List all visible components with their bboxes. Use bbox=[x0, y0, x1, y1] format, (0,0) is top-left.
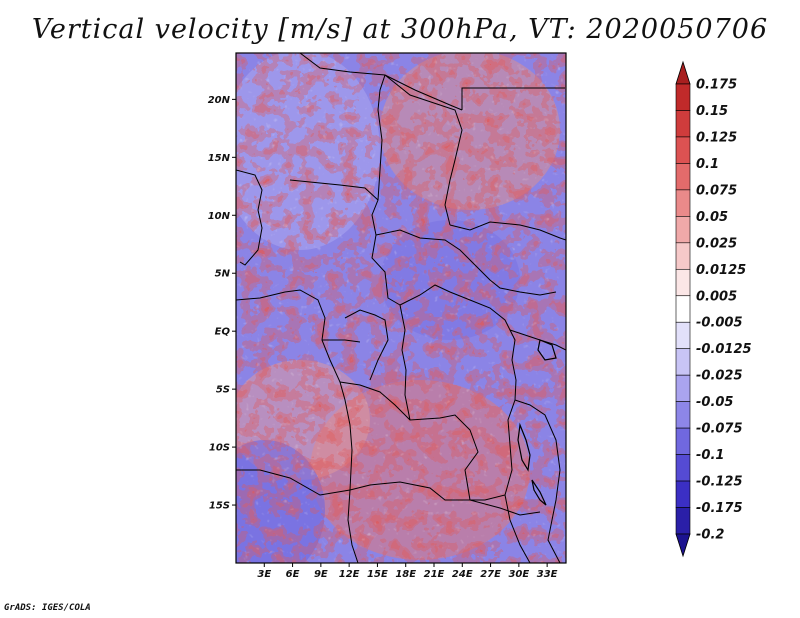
colorbar-segment bbox=[675, 189, 691, 217]
lat-tick-label: 10S bbox=[209, 443, 230, 454]
colorbar-segment bbox=[675, 401, 691, 429]
colorbar-label: 0.1 bbox=[696, 157, 719, 172]
lat-tick-label: 15S bbox=[209, 501, 230, 512]
velocity-field bbox=[236, 53, 566, 563]
colorbar-label: 0.175 bbox=[696, 78, 737, 93]
lon-tick-label: 9E bbox=[314, 569, 328, 580]
colorbar: 0.175 0.15 0.125 0.1 0.075 0.05 0.025 0.0125 0.0… bbox=[675, 60, 752, 558]
colorbar-label: 0.125 bbox=[696, 130, 737, 145]
lat-axis: 20N 15N 10N 5N EQ 5S 10S 15S bbox=[208, 95, 236, 512]
lon-tick-label: 30E bbox=[508, 569, 529, 580]
colorbar-segment bbox=[675, 321, 691, 350]
lat-tick-label: 5S bbox=[216, 385, 230, 396]
colorbar-label: 0.05 bbox=[696, 210, 728, 225]
colorbar-label: 0.025 bbox=[696, 236, 737, 251]
colorbar-label: -0.125 bbox=[696, 475, 743, 490]
colorbar-max-arrow bbox=[675, 60, 691, 85]
colorbar-label: -0.175 bbox=[696, 501, 743, 516]
colorbar-segment bbox=[675, 295, 691, 323]
lat-tick-label: 15N bbox=[208, 153, 231, 164]
lon-tick-label: 24E bbox=[452, 569, 473, 580]
map-frame bbox=[235, 52, 567, 564]
colorbar-segment bbox=[675, 216, 691, 244]
colorbar-min-arrow bbox=[675, 533, 691, 558]
colorbar-label: -0.025 bbox=[696, 369, 743, 384]
lon-tick-label: 6E bbox=[286, 569, 300, 580]
colorbar-segment bbox=[675, 136, 691, 164]
colorbar-label: 0.0125 bbox=[696, 263, 746, 278]
colorbar-label: -0.1 bbox=[696, 448, 724, 463]
colorbar-label: -0.05 bbox=[696, 395, 733, 410]
lat-tick-label: 20N bbox=[208, 95, 231, 106]
colorbar-segment bbox=[675, 454, 691, 482]
lon-tick-label: 27E bbox=[480, 569, 501, 580]
colorbar-segment bbox=[675, 83, 691, 111]
lon-tick-label: 33E bbox=[537, 569, 558, 580]
lakes bbox=[517, 339, 557, 506]
colorbar-label: 0.15 bbox=[696, 104, 728, 119]
lon-tick-label: 15E bbox=[367, 569, 388, 580]
colorbar-label: -0.2 bbox=[696, 528, 724, 543]
colorbar-segment bbox=[675, 110, 691, 138]
colorbar-label: -0.005 bbox=[696, 316, 743, 331]
colorbar-segment bbox=[675, 480, 691, 508]
lat-tick-label: 10N bbox=[208, 211, 231, 222]
country-borders bbox=[236, 53, 566, 563]
colorbar-label: 0.075 bbox=[696, 183, 737, 198]
colorbar-segment bbox=[675, 242, 691, 270]
lat-tick-label: 5N bbox=[215, 269, 231, 280]
grads-credit: GrADS: IGES/COLA bbox=[4, 603, 91, 613]
lon-tick-label: 18E bbox=[395, 569, 416, 580]
lat-tick-label: EQ bbox=[215, 327, 231, 338]
chart-title: Vertical velocity [m/s] at 300hPa, VT: 2… bbox=[31, 14, 769, 45]
colorbar-segment bbox=[675, 507, 691, 535]
colorbar-segment bbox=[675, 348, 691, 376]
colorbar-label: 0.005 bbox=[696, 289, 737, 304]
lon-tick-label: 3E bbox=[257, 569, 271, 580]
colorbar-segment bbox=[675, 374, 691, 402]
lon-tick-label: 12E bbox=[339, 569, 360, 580]
colorbar-segment bbox=[675, 163, 691, 191]
colorbar-segment bbox=[675, 427, 691, 455]
lon-tick-label: 21E bbox=[424, 569, 445, 580]
colorbar-segment bbox=[675, 268, 691, 297]
colorbar-label: -0.0125 bbox=[696, 342, 752, 357]
lon-axis: 3E 6E 9E 12E 15E 18E 21E 24E 27E 30E 33E bbox=[257, 563, 558, 580]
colorbar-label: -0.075 bbox=[696, 422, 743, 437]
